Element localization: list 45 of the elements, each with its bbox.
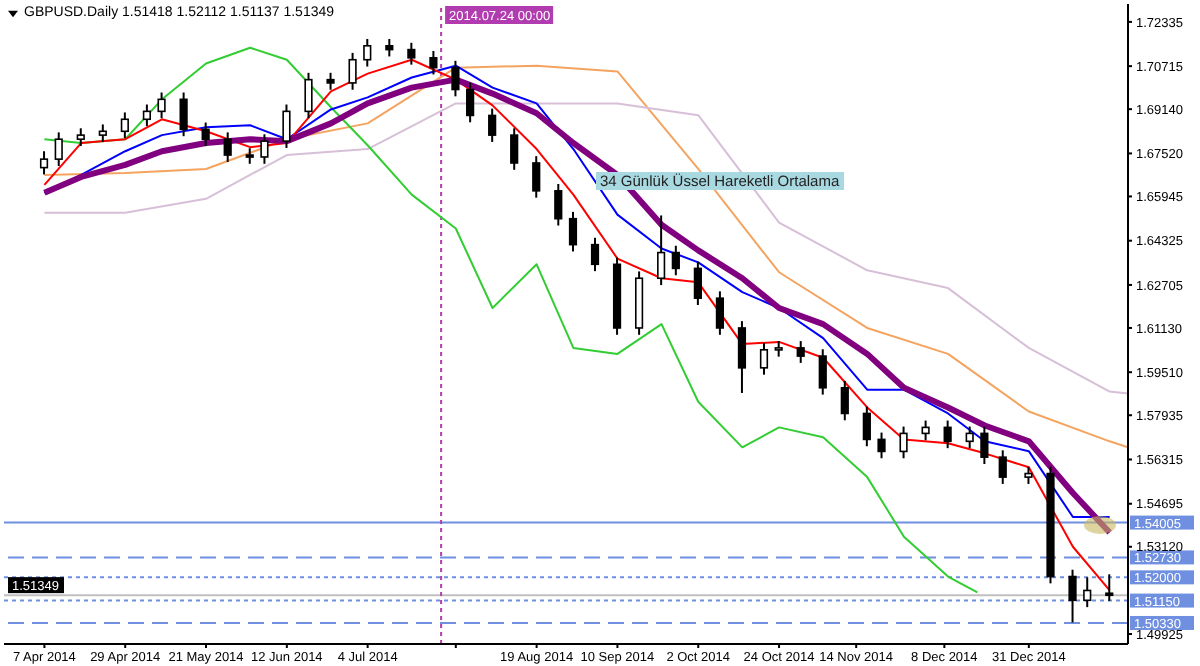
candlestick (998, 449, 1007, 485)
candlestick (407, 41, 416, 66)
candlestick (451, 59, 460, 98)
candlestick (657, 214, 666, 287)
candlestick (862, 405, 871, 448)
candlestick (759, 341, 769, 376)
candlestick (120, 111, 129, 140)
candlestick (54, 131, 63, 167)
candlestick (693, 260, 702, 307)
candlestick (1083, 576, 1092, 609)
candlestick (532, 155, 541, 199)
candlestick (796, 340, 805, 364)
line-series (43, 102, 1128, 395)
candlestick (488, 107, 497, 143)
candlestick (671, 244, 680, 277)
candlestick (142, 103, 151, 128)
candlestick (260, 133, 269, 165)
candlestick (363, 37, 372, 68)
candlestick (348, 51, 357, 91)
candlestick (179, 91, 188, 138)
candlestick (223, 131, 232, 163)
candlestick (877, 431, 886, 460)
candlestick (304, 71, 313, 120)
candlestick (1105, 573, 1114, 602)
candlestick (715, 290, 725, 336)
candlestick (510, 127, 519, 171)
candlestick (943, 419, 952, 450)
candlestick (568, 210, 578, 253)
candlestick (840, 379, 849, 422)
candlestick (737, 320, 747, 394)
candlestick (554, 183, 563, 227)
candlestick (429, 49, 438, 76)
candlestick (282, 103, 291, 149)
candlestick (818, 348, 827, 396)
candlestick (157, 91, 166, 120)
candlestick (1068, 568, 1077, 624)
candlestick (466, 81, 475, 124)
candlestick (921, 419, 930, 442)
line-series (43, 64, 1128, 449)
candlestick (980, 425, 989, 465)
candlestick (39, 150, 49, 176)
candlestick (965, 425, 974, 450)
candlestick (899, 425, 908, 460)
candlestick (201, 121, 210, 148)
candlestick (590, 236, 600, 273)
